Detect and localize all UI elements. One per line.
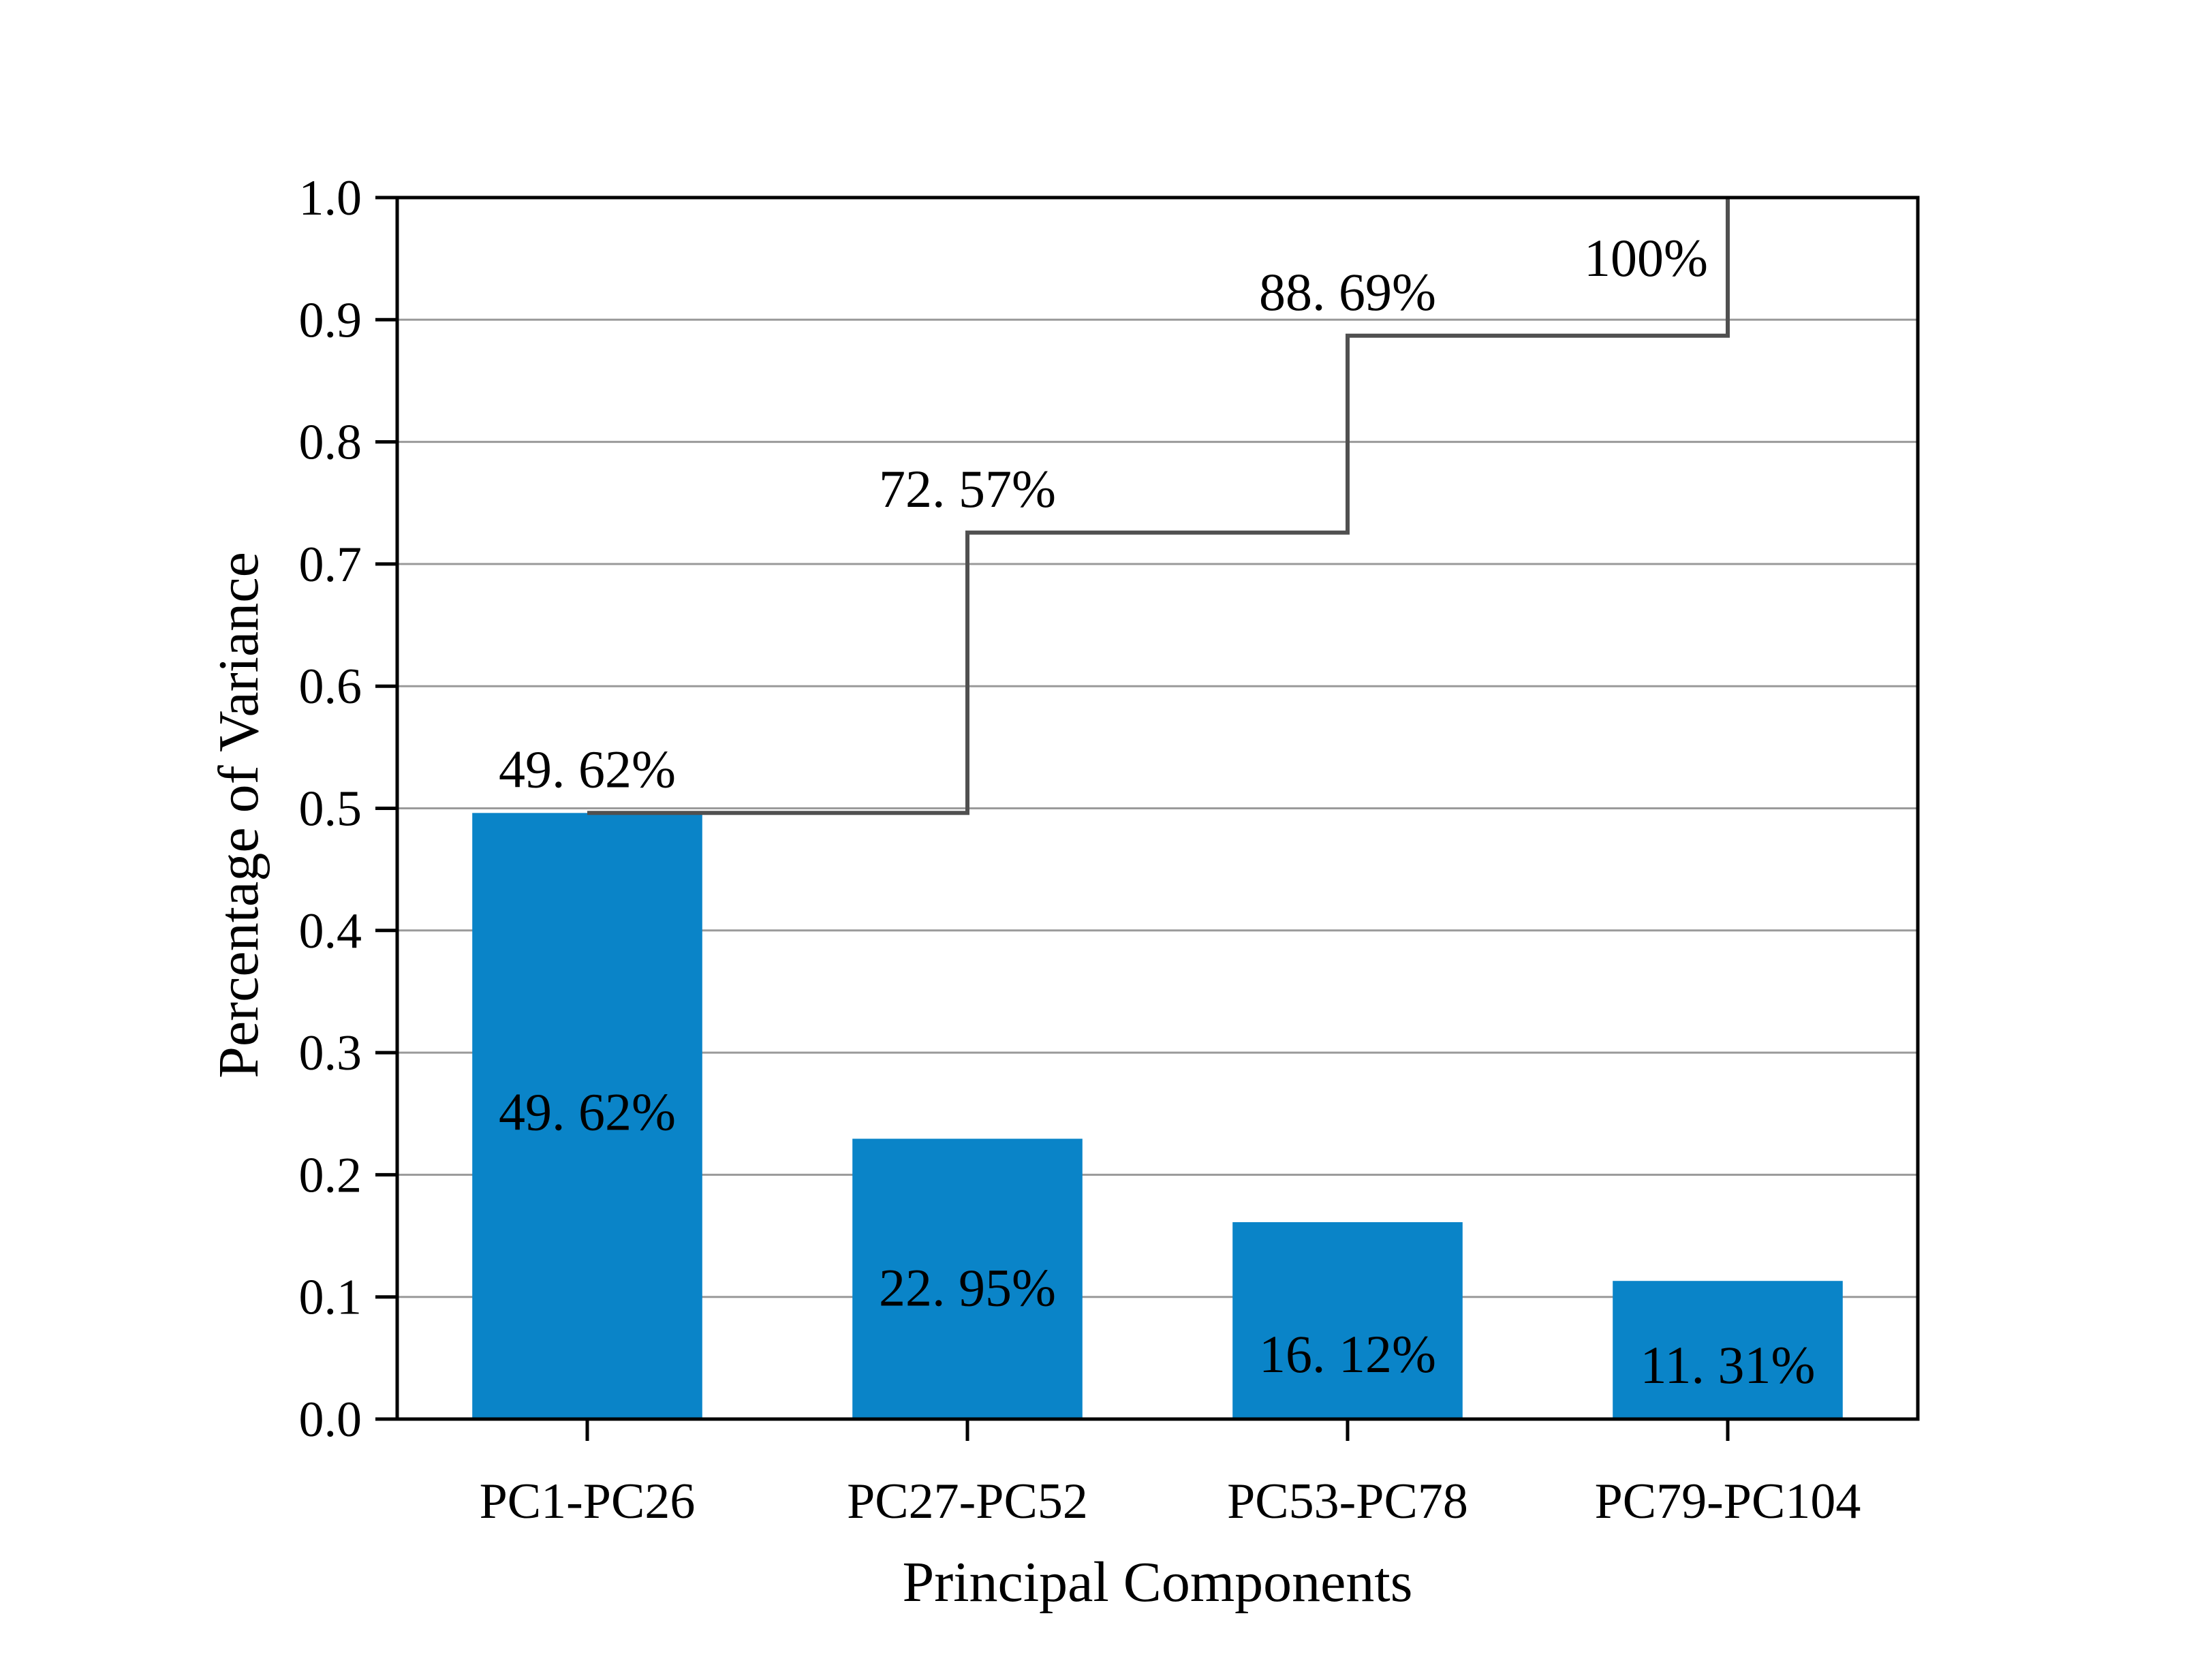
y-tick-label: 0.8 — [299, 415, 362, 471]
bar-value-label: 22. 95% — [879, 1258, 1056, 1318]
y-tick-label: 0.3 — [299, 1025, 362, 1081]
labels: 0.0 0.1 0.2 0.3 0.4 0.5 0.6 0.7 0.8 0.9 1.0 PC1-PC2… — [299, 170, 1861, 1529]
y-axis-title: Percentage of Variance — [207, 552, 270, 1078]
cumulative-label: 88. 69% — [1259, 262, 1436, 322]
cumulative-step-path — [587, 198, 1730, 815]
x-tick-label: PC53-PC78 — [1227, 1474, 1468, 1529]
cumulative-label: 100% — [1584, 228, 1708, 287]
cumulative-label: 49. 62% — [499, 739, 676, 798]
y-tick-label: 0.5 — [299, 781, 362, 837]
y-tick-label: 0.9 — [299, 292, 362, 348]
bar — [1613, 1281, 1843, 1419]
y-tick-label: 0.2 — [299, 1147, 362, 1203]
y-tick-label: 0.0 — [299, 1392, 362, 1448]
y-tick-label: 1.0 — [299, 170, 362, 226]
bar — [472, 813, 702, 1419]
y-tick-label: 0.6 — [299, 659, 362, 715]
y-tick-label: 0.4 — [299, 903, 362, 959]
bar-value-label: 49. 62% — [499, 1082, 676, 1141]
axis-ticks — [375, 196, 1730, 1441]
bar-value-label: 16. 12% — [1259, 1324, 1436, 1384]
x-axis-title: Principal Components — [903, 1551, 1413, 1614]
x-tick-label: PC27-PC52 — [847, 1474, 1088, 1529]
cumulative-label: 72. 57% — [879, 459, 1056, 518]
y-tick-label: 0.7 — [299, 537, 362, 593]
bar-value-label: 11. 31% — [1640, 1335, 1815, 1395]
bar — [852, 1138, 1083, 1419]
y-tick-label: 0.1 — [299, 1270, 362, 1326]
cumulative-step-line — [587, 198, 1730, 815]
bars — [472, 813, 1843, 1419]
x-tick-label: PC79-PC104 — [1595, 1474, 1861, 1529]
x-tick-label: PC1-PC26 — [480, 1474, 696, 1529]
bar — [1232, 1222, 1463, 1419]
